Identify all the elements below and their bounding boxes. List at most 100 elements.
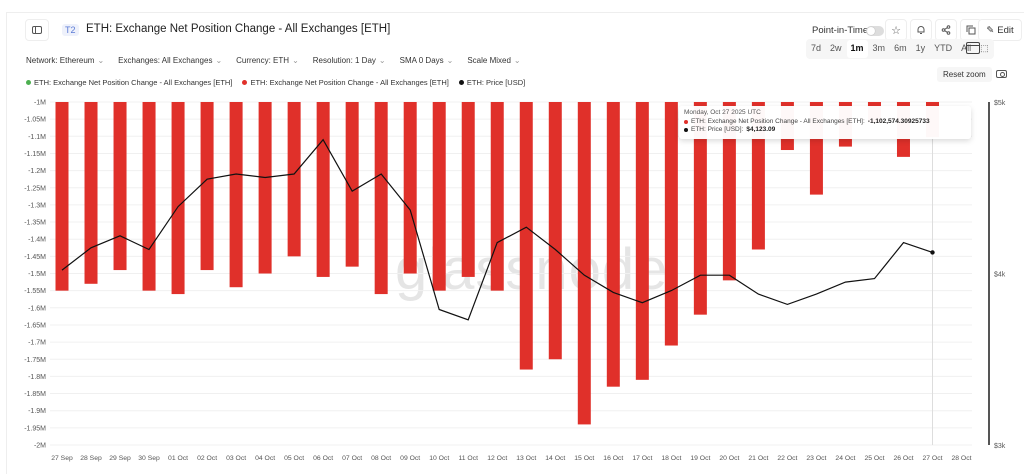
chevron-down-icon: ⌄ bbox=[446, 56, 454, 65]
legend-dot-black bbox=[458, 80, 464, 85]
bar-01-oct bbox=[171, 102, 185, 295]
legend-label: ETH: Price [USD] bbox=[466, 78, 526, 87]
x-tick-label: 02 Oct bbox=[197, 455, 217, 462]
edit-button[interactable]: ✎ Edit bbox=[978, 19, 1022, 41]
legend-label: ETH: Exchange Net Position Change - All … bbox=[34, 78, 233, 87]
bar-03-oct bbox=[229, 102, 243, 288]
x-tick-label: 21 Oct bbox=[748, 455, 768, 462]
network-filter[interactable]: Network: Ethereum ⌄ bbox=[26, 56, 104, 65]
legend-item[interactable]: ETH: Exchange Net Position Change - All … bbox=[26, 78, 232, 87]
legend-item[interactable]: ETH: Price [USD] bbox=[458, 78, 526, 87]
bar-30-sep bbox=[142, 102, 156, 291]
y-tick-label: -1.8M bbox=[28, 374, 46, 381]
x-tick-label: 01 Oct bbox=[168, 455, 188, 462]
x-tick-label: 16 Oct bbox=[603, 455, 623, 462]
y-tick-label: -1.5M bbox=[28, 271, 46, 278]
legend-item[interactable]: ETH: Exchange Net Position Change - All … bbox=[242, 78, 449, 87]
tooltip-row: ETH: Price [USD]: $4,123.09 bbox=[684, 126, 966, 133]
share-icon bbox=[941, 25, 951, 35]
bar-17-oct bbox=[635, 102, 649, 380]
filter-label: Currency: ETH bbox=[236, 56, 290, 65]
x-tick-label: 10 Oct bbox=[429, 455, 449, 462]
y-tick-label: -1.4M bbox=[28, 237, 46, 244]
bar-12-oct bbox=[490, 102, 504, 291]
x-tick-label: 27 Oct bbox=[922, 455, 942, 462]
calendar-icon[interactable] bbox=[966, 42, 980, 54]
right-tick-label: $4k bbox=[994, 272, 1006, 279]
time-range-selector: 7d 2w 1m 3m 6m 1y YTD All ⬚ bbox=[806, 39, 994, 59]
sma-filter[interactable]: SMA 0 Days ⌄ bbox=[400, 56, 454, 65]
x-tick-label: 14 Oct bbox=[545, 455, 565, 462]
y-tick-label: -1.7M bbox=[28, 340, 46, 347]
x-tick-label: 23 Oct bbox=[806, 455, 826, 462]
bar-18-oct bbox=[664, 102, 678, 346]
currency-filter[interactable]: Currency: ETH ⌄ bbox=[236, 56, 299, 65]
star-icon: ☆ bbox=[891, 24, 901, 37]
bar-16-oct bbox=[606, 102, 620, 387]
pencil-icon: ✎ bbox=[986, 24, 995, 36]
price-point-highlight bbox=[930, 250, 935, 255]
filter-label: Resolution: 1 Day bbox=[312, 56, 376, 65]
bar-05-oct bbox=[287, 102, 301, 257]
y-tick-label: -1.75M bbox=[24, 357, 46, 364]
y-tick-label: -1.2M bbox=[28, 168, 46, 175]
x-tick-label: 25 Oct bbox=[864, 455, 884, 462]
sidebar-toggle-button[interactable] bbox=[25, 19, 49, 41]
range-7d[interactable]: 7d bbox=[811, 43, 822, 53]
y-tick-label: -1.05M bbox=[24, 117, 46, 124]
range-1y[interactable]: 1y bbox=[915, 43, 926, 53]
x-tick-label: 06 Oct bbox=[313, 455, 333, 462]
range-2w[interactable]: 2w bbox=[830, 43, 842, 53]
y-tick-label: -2M bbox=[34, 443, 46, 450]
bar-02-oct bbox=[200, 102, 214, 271]
x-tick-label: 29 Sep bbox=[109, 455, 131, 462]
tooltip-label: ETH: Exchange Net Position Change - All … bbox=[691, 118, 865, 125]
x-tick-label: 28 Sep bbox=[80, 455, 102, 462]
range-6m[interactable]: 6m bbox=[894, 43, 907, 53]
reset-zoom-button[interactable]: Reset zoom bbox=[937, 67, 992, 82]
legend-label: ETH: Exchange Net Position Change - All … bbox=[250, 78, 449, 87]
y-tick-label: -1M bbox=[34, 100, 46, 107]
tooltip-dot-black bbox=[684, 127, 688, 132]
x-tick-label: 26 Oct bbox=[893, 455, 913, 462]
edit-label: Edit bbox=[997, 24, 1014, 36]
y-tick-label: -1.6M bbox=[28, 305, 46, 312]
filter-label: Exchanges: All Exchanges bbox=[118, 56, 213, 65]
x-tick-label: 18 Oct bbox=[661, 455, 681, 462]
range-ytd[interactable]: YTD bbox=[934, 43, 953, 53]
camera-icon[interactable] bbox=[996, 70, 1007, 78]
y-tick-label: -1.95M bbox=[24, 425, 46, 432]
tooltip-dot-red bbox=[684, 119, 688, 124]
chart-panel bbox=[6, 12, 1024, 474]
x-tick-label: 07 Oct bbox=[342, 455, 362, 462]
bar-09-oct bbox=[403, 102, 417, 274]
bar-07-oct bbox=[345, 102, 359, 267]
bar-10-oct bbox=[432, 102, 446, 291]
x-tick-label: 27 Sep bbox=[51, 455, 73, 462]
bar-08-oct bbox=[374, 102, 388, 295]
filter-label: SMA 0 Days bbox=[399, 56, 444, 65]
y-tick-label: -1.25M bbox=[24, 185, 46, 192]
y-tick-label: -1.85M bbox=[24, 391, 46, 398]
bar-14-oct bbox=[548, 102, 562, 360]
x-tick-label: 04 Oct bbox=[255, 455, 275, 462]
tooltip-value: -1,102,574.30925733 bbox=[867, 118, 930, 125]
x-tick-label: 03 Oct bbox=[226, 455, 246, 462]
x-tick-label: 15 Oct bbox=[574, 455, 594, 462]
x-tick-label: 08 Oct bbox=[371, 455, 391, 462]
range-1m[interactable]: 1m bbox=[846, 40, 868, 58]
x-tick-label: 17 Oct bbox=[632, 455, 652, 462]
exchanges-filter[interactable]: Exchanges: All Exchanges ⌄ bbox=[118, 56, 222, 65]
tier-badge: T2 bbox=[62, 24, 79, 36]
price-line bbox=[61, 138, 933, 321]
resolution-filter[interactable]: Resolution: 1 Day ⌄ bbox=[313, 56, 386, 65]
scale-filter[interactable]: Scale Mixed ⌄ bbox=[467, 56, 520, 65]
bar-19-oct bbox=[693, 102, 707, 315]
chevron-down-icon: ⌄ bbox=[513, 56, 521, 65]
point-in-time-toggle[interactable] bbox=[866, 26, 884, 36]
bar-28-sep bbox=[84, 102, 98, 284]
zoom-select-icon[interactable]: ⬚ bbox=[980, 43, 989, 53]
x-tick-label: 30 Sep bbox=[138, 455, 160, 462]
range-3m[interactable]: 3m bbox=[872, 43, 886, 53]
